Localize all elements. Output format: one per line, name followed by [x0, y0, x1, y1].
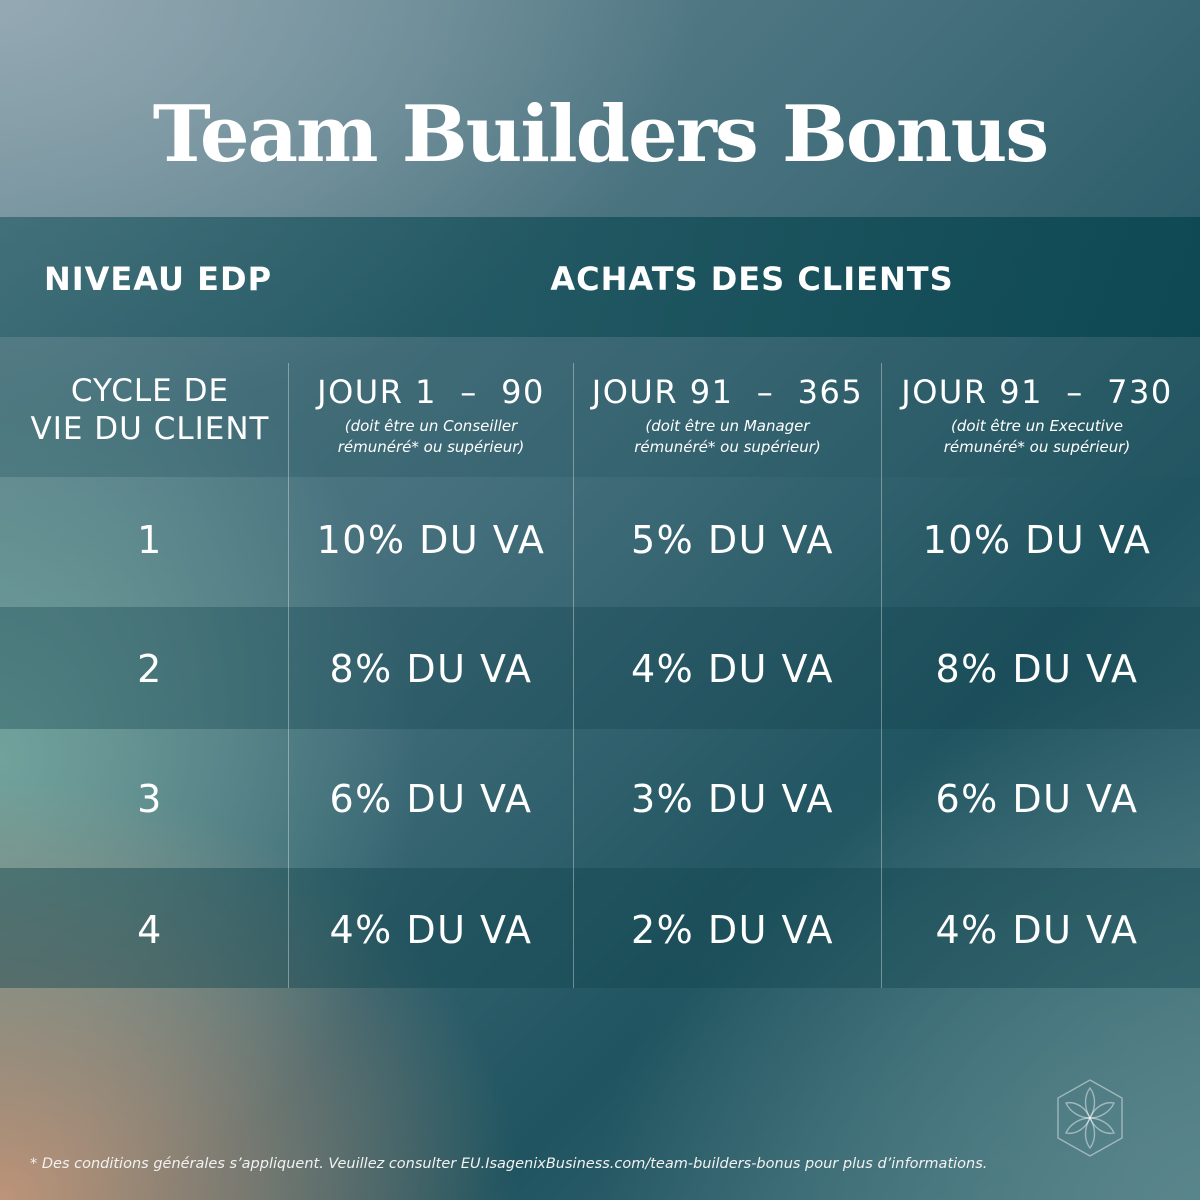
column-note-line: (doit être un Manager	[645, 417, 810, 435]
row-level: 1	[137, 518, 163, 562]
footnote: * Des conditions générales s’appliquent.…	[30, 1156, 988, 1172]
header-band	[0, 217, 1200, 337]
column-note: (doit être un Conseiller rémunéré* ou su…	[289, 416, 573, 458]
column-note-line: (doit être un Conseiller	[344, 417, 518, 435]
table-cell: 4% DU VA	[935, 908, 1139, 952]
column-note: (doit être un Manager rémunéré* ou supér…	[574, 416, 881, 458]
header-level: NIVEAU EDP	[43, 260, 273, 298]
cycle-label-line: VIE DU CLIENT	[30, 411, 270, 447]
table-cell: 10% DU VA	[316, 518, 546, 562]
column-divider	[881, 363, 882, 988]
table-row-band	[0, 868, 1200, 988]
column-label: JOUR 1 – 90	[317, 373, 545, 411]
column-note-line: (doit être un Executive	[951, 417, 1123, 435]
column-note-line: rémunéré* ou supérieur)	[634, 438, 821, 456]
subheader-band	[0, 337, 1200, 477]
cycle-label: CYCLE DE VIE DU CLIENT	[0, 372, 300, 448]
table-cell: 2% DU VA	[630, 908, 835, 952]
row-level: 2	[137, 647, 163, 691]
table-cell: 6% DU VA	[935, 777, 1139, 821]
isagenix-flower-hexagon-icon	[1057, 1079, 1123, 1157]
table-cell: 5% DU VA	[630, 518, 835, 562]
table-cell: 6% DU VA	[329, 777, 533, 821]
column-header-day91-365: JOUR 91 – 365 (doit être un Manager rému…	[574, 370, 881, 458]
table-cell: 4% DU VA	[329, 908, 533, 952]
table-cell: 10% DU VA	[922, 518, 1152, 562]
table-cell: 4% DU VA	[630, 647, 835, 691]
column-note-line: rémunéré* ou supérieur)	[337, 438, 525, 456]
column-label: JOUR 91 – 365	[591, 373, 864, 411]
column-divider	[288, 363, 289, 988]
column-header-day91-730: JOUR 91 – 730 (doit être un Executive ré…	[882, 370, 1192, 458]
column-note-line: rémunéré* ou supérieur)	[943, 438, 1131, 456]
table-row-band	[0, 607, 1200, 729]
column-divider	[573, 363, 574, 988]
row-level: 3	[137, 777, 163, 821]
column-label: JOUR 91 – 730	[901, 373, 1173, 411]
page-title: Team Builders Bonus	[152, 89, 1049, 180]
cycle-label-line: CYCLE DE	[70, 373, 230, 409]
table-cell: 8% DU VA	[935, 647, 1139, 691]
table-cell: 8% DU VA	[329, 647, 533, 691]
table-cell: 3% DU VA	[630, 777, 835, 821]
row-level: 4	[137, 908, 163, 952]
column-header-day1-90: JOUR 1 – 90 (doit être un Conseiller rém…	[289, 370, 573, 458]
column-note: (doit être un Executive rémunéré* ou sup…	[882, 416, 1192, 458]
header-purchases: ACHATS DES CLIENTS	[550, 260, 954, 298]
